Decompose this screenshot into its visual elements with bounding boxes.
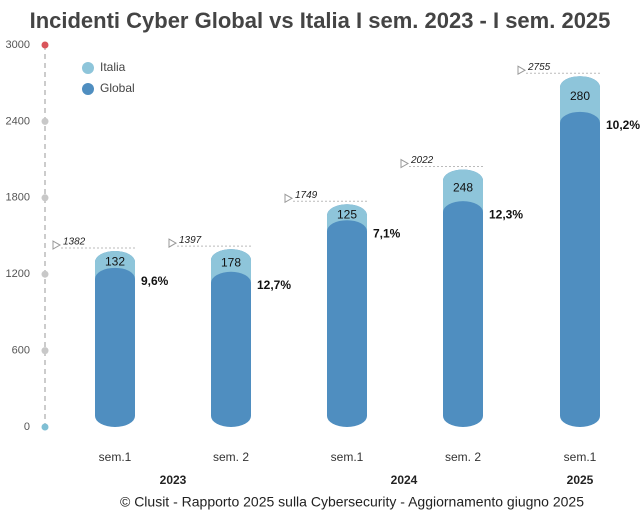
tick-mark xyxy=(41,347,49,355)
y-tick-label: 3000 xyxy=(6,39,30,51)
value-label: 280 xyxy=(570,89,590,103)
tick-mark xyxy=(41,270,49,278)
total-label: 1397 xyxy=(179,235,202,246)
share-label: 10,2% xyxy=(606,118,640,132)
y-tick-label: 1200 xyxy=(6,268,30,280)
total-marker xyxy=(168,238,178,248)
bar-global xyxy=(211,249,251,427)
total-marker xyxy=(400,158,410,169)
bar-italia xyxy=(327,204,367,232)
total-marker xyxy=(517,65,527,76)
year-label: 2024 xyxy=(391,473,418,487)
y-tick-label: 600 xyxy=(12,345,30,357)
x-tick-label: sem.1 xyxy=(564,450,597,464)
share-label: 9,6% xyxy=(141,274,169,288)
bar-italia xyxy=(211,249,251,283)
tick-mark xyxy=(41,194,49,202)
share-label: 7,1% xyxy=(373,226,401,240)
x-tick-label: sem.1 xyxy=(99,450,132,464)
x-tick-label: sem. 2 xyxy=(445,450,481,464)
legend-label: Global xyxy=(100,81,135,95)
bar-global xyxy=(443,169,483,427)
x-tick-label: sem. 2 xyxy=(213,450,249,464)
chart-title: Incidenti Cyber Global vs Italia I sem. … xyxy=(30,8,611,33)
bar-global xyxy=(327,204,367,427)
total-label: 2022 xyxy=(410,155,434,166)
year-label: 2025 xyxy=(567,473,594,487)
bar-italia xyxy=(560,76,600,123)
value-label: 125 xyxy=(337,207,357,221)
total-label: 2755 xyxy=(527,62,551,73)
bar-italia xyxy=(95,251,135,279)
tick-mark xyxy=(41,423,49,431)
value-label: 248 xyxy=(453,180,473,194)
total-marker xyxy=(284,193,294,204)
total-label: 1382 xyxy=(63,237,86,248)
legend-label: Italia xyxy=(100,60,126,74)
value-label: 132 xyxy=(105,255,125,269)
value-label: 178 xyxy=(221,256,241,270)
total-label: 1749 xyxy=(295,190,318,201)
y-tick-label: 2400 xyxy=(6,115,30,127)
tick-mark xyxy=(41,41,49,49)
legend-swatch xyxy=(82,62,94,74)
footer: © Clusit - Rapporto 2025 sulla Cybersecu… xyxy=(120,494,584,510)
total-marker xyxy=(52,240,62,250)
legend-swatch xyxy=(82,83,94,95)
y-tick-label: 0 xyxy=(24,421,30,433)
share-label: 12,7% xyxy=(257,278,291,292)
bar-global xyxy=(95,251,135,427)
bar-global xyxy=(560,76,600,428)
year-label: 2023 xyxy=(160,473,187,487)
tick-mark xyxy=(41,117,49,125)
bar-italia xyxy=(443,169,483,213)
x-tick-label: sem.1 xyxy=(331,450,364,464)
share-label: 12,3% xyxy=(489,207,523,221)
y-tick-label: 1800 xyxy=(6,192,30,204)
